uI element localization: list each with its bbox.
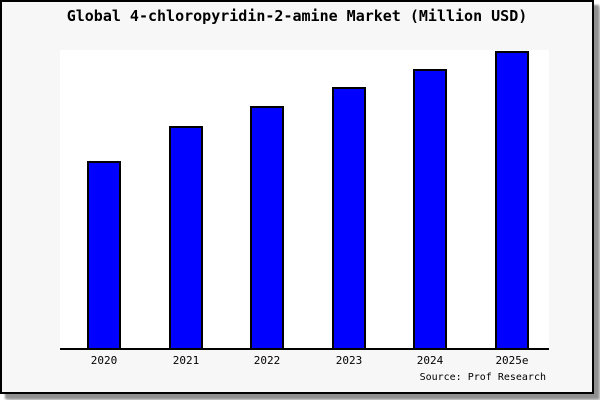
chart-title: Global 4-chloropyridin-2-amine Market (M… [66,7,528,25]
x-tick-label-2020: 2020 [90,354,118,367]
bar-2022 [250,106,284,348]
bar-2021 [169,126,203,348]
x-tick-label-2023: 2023 [335,354,363,367]
x-tick-label-2025e: 2025e [495,354,529,367]
bar-2020 [87,161,121,348]
x-tick-label-2024: 2024 [416,354,444,367]
source-note: Source: Prof Research [419,372,546,383]
bar-2024 [413,69,447,348]
bar-2025e [495,51,529,348]
bar-2023 [332,87,366,348]
x-axis-labels: 2020 2021 2022 2023 2024 2025e [60,354,549,368]
x-tick-label-2021: 2021 [172,354,200,367]
chart-frame: Global 4-chloropyridin-2-amine Market (M… [0,0,594,394]
plot-area [60,50,549,350]
x-tick-label-2022: 2022 [253,354,281,367]
